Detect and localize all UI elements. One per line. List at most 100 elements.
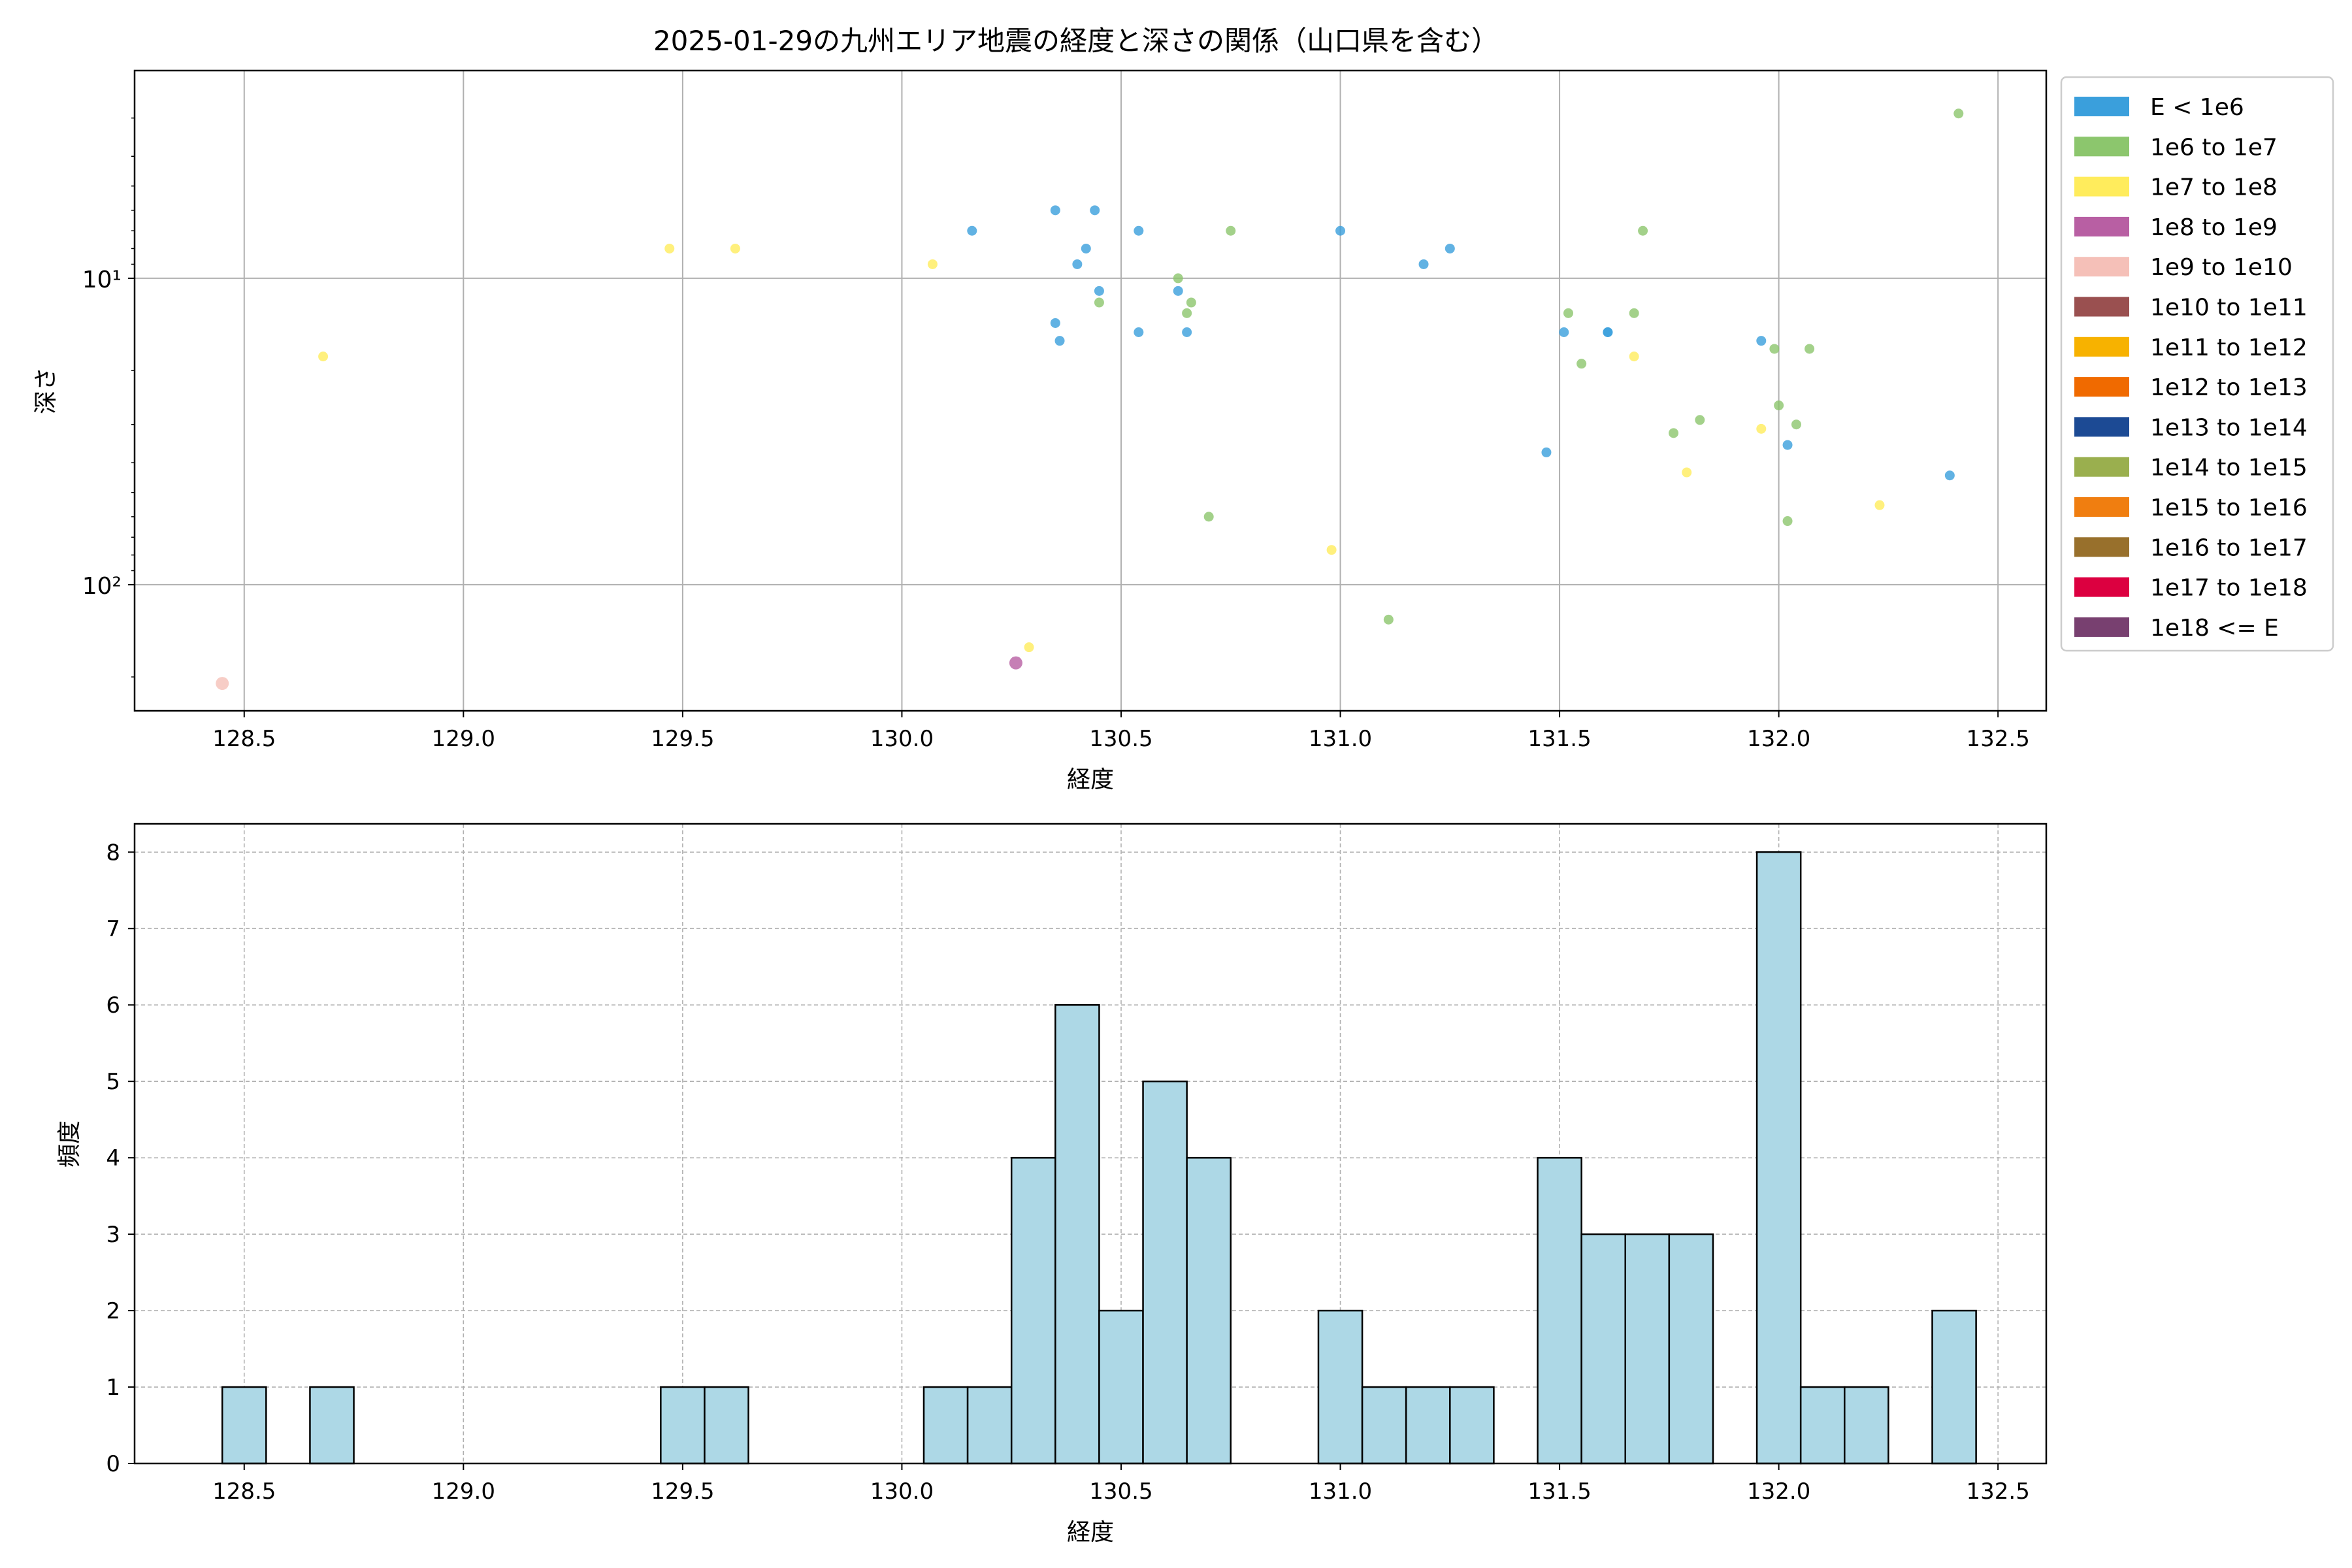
histogram-y-tick-label: 3 xyxy=(106,1222,120,1248)
histogram-ticks: 128.5 129.0 129.5 130.0 130.5 131.0 131.5 132.0… xyxy=(106,840,2029,1505)
scatter-frame xyxy=(133,69,2048,712)
scatter-x-tick-label: 128.5 xyxy=(212,726,276,752)
histogram-bar xyxy=(1010,1156,1056,1465)
legend-swatch xyxy=(2074,257,2129,277)
scatter-point xyxy=(1186,297,1196,308)
legend-swatch xyxy=(2074,497,2129,517)
scatter-point xyxy=(1050,205,1060,216)
histogram-bar xyxy=(1931,1309,1977,1465)
scatter-x-tick-label: 132.0 xyxy=(1747,726,1810,752)
scatter-point xyxy=(1182,327,1192,337)
legend-swatch xyxy=(2074,336,2129,357)
scatter-point xyxy=(1335,225,1346,236)
histogram-bar xyxy=(1537,1156,1582,1465)
legend-label: E < 1e6 xyxy=(2150,94,2244,121)
histogram-bar xyxy=(923,1386,969,1465)
histogram-bar xyxy=(1405,1386,1451,1465)
histogram-bar xyxy=(1799,1386,1846,1465)
scatter-point xyxy=(1603,327,1613,337)
scatter-point xyxy=(1326,545,1337,555)
scatter-point xyxy=(1805,344,1815,354)
scatter-x-tick-label: 131.5 xyxy=(1527,726,1591,752)
scatter-points xyxy=(216,108,1964,691)
legend-label: 1e8 to 1e9 xyxy=(2150,214,2278,241)
legend-label: 1e10 to 1e11 xyxy=(2150,295,2308,321)
scatter-point xyxy=(1782,516,1793,527)
legend-label: 1e9 to 1e10 xyxy=(2150,254,2293,281)
legend-label: 1e18 <= E xyxy=(2150,615,2279,642)
scatter-point xyxy=(1383,614,1394,625)
legend-swatch xyxy=(2074,97,2129,116)
legend-swatch xyxy=(2074,537,2129,557)
histogram-bar xyxy=(660,1386,706,1465)
histogram-x-tick-label: 128.5 xyxy=(212,1478,276,1505)
scatter-point xyxy=(1094,286,1104,296)
histogram-x-tick-label: 132.5 xyxy=(1967,1478,2030,1505)
histogram-x-tick-label: 131.0 xyxy=(1309,1478,1372,1505)
histogram-bar xyxy=(1054,1004,1100,1465)
scatter-point xyxy=(1024,642,1034,653)
scatter-point xyxy=(1629,308,1639,318)
legend-label: 1e12 to 1e13 xyxy=(2150,374,2308,401)
scatter-x-tick-label: 129.0 xyxy=(432,726,495,752)
scatter-point xyxy=(1638,225,1648,236)
legend-items: E < 1e6 1e6 to 1e7 1e7 to 1e8 1e8 to 1e9 1e9… xyxy=(2074,94,2308,642)
legend-swatch xyxy=(2074,216,2129,237)
scatter-x-axis-label: 経度 xyxy=(1067,766,1114,793)
scatter-x-tick-label: 129.5 xyxy=(651,726,714,752)
histogram-y-tick-label: 2 xyxy=(106,1298,120,1324)
histogram-x-tick-label: 130.0 xyxy=(870,1478,934,1505)
scatter-point xyxy=(1134,225,1144,236)
legend-swatch xyxy=(2074,377,2129,397)
histogram-bar xyxy=(1361,1386,1407,1465)
histogram-x-axis-label: 経度 xyxy=(1067,1519,1114,1546)
scatter-point xyxy=(1094,297,1104,308)
legend-swatch xyxy=(2074,577,2129,597)
legend-swatch xyxy=(2074,457,2129,477)
scatter-point xyxy=(1134,327,1144,337)
legend-box xyxy=(2060,76,2334,652)
histogram-bar xyxy=(1098,1309,1144,1465)
histogram-bar xyxy=(309,1386,355,1465)
histogram-bar xyxy=(1449,1386,1495,1465)
scatter-x-tick-label: 130.5 xyxy=(1089,726,1152,752)
scatter-point xyxy=(730,243,740,253)
histogram-y-tick-label: 8 xyxy=(106,840,120,866)
histogram-bar xyxy=(1756,851,1802,1465)
scatter-point xyxy=(1445,243,1455,253)
legend-label: 1e16 to 1e17 xyxy=(2150,534,2308,561)
legend-label: 1e15 to 1e16 xyxy=(2150,495,2308,521)
scatter-point xyxy=(1563,308,1573,318)
scatter-point xyxy=(1756,336,1767,346)
scatter-plot-area xyxy=(135,71,2046,711)
legend: E < 1e6 1e6 to 1e7 1e7 to 1e8 1e8 to 1e9 1e9… xyxy=(2060,76,2334,652)
histogram-x-tick-label: 129.5 xyxy=(651,1478,714,1505)
scatter-point xyxy=(1669,428,1679,438)
scatter-x-tick-label: 130.0 xyxy=(870,726,934,752)
scatter-point xyxy=(1944,470,1955,481)
histogram-x-tick-label: 129.0 xyxy=(432,1478,495,1505)
scatter-point xyxy=(927,259,938,269)
scatter-point xyxy=(1081,243,1091,253)
scatter-point xyxy=(1682,467,1692,478)
legend-swatch xyxy=(2074,617,2129,637)
scatter-point xyxy=(1182,308,1192,318)
scatter-point xyxy=(1629,351,1639,362)
scatter-point xyxy=(1072,259,1083,269)
scatter-x-tick-label: 131.0 xyxy=(1309,726,1372,752)
scatter-y-tick-label: 10² xyxy=(82,573,122,600)
scatter-point xyxy=(1559,327,1569,337)
histogram-bars xyxy=(221,851,1977,1465)
histogram-bar xyxy=(1142,1080,1188,1465)
histogram-y-tick-label: 1 xyxy=(106,1375,120,1401)
scatter-point xyxy=(1874,500,1885,510)
legend-swatch xyxy=(2074,176,2129,197)
scatter-point xyxy=(1173,286,1183,296)
scatter-grid xyxy=(135,71,2046,711)
histogram-bar xyxy=(1624,1233,1671,1465)
histogram-bar xyxy=(1844,1386,1889,1465)
histogram-x-tick-label: 131.5 xyxy=(1527,1478,1591,1505)
histogram-bar xyxy=(704,1386,749,1465)
scatter-y-axis-label: 深さ xyxy=(33,367,59,414)
